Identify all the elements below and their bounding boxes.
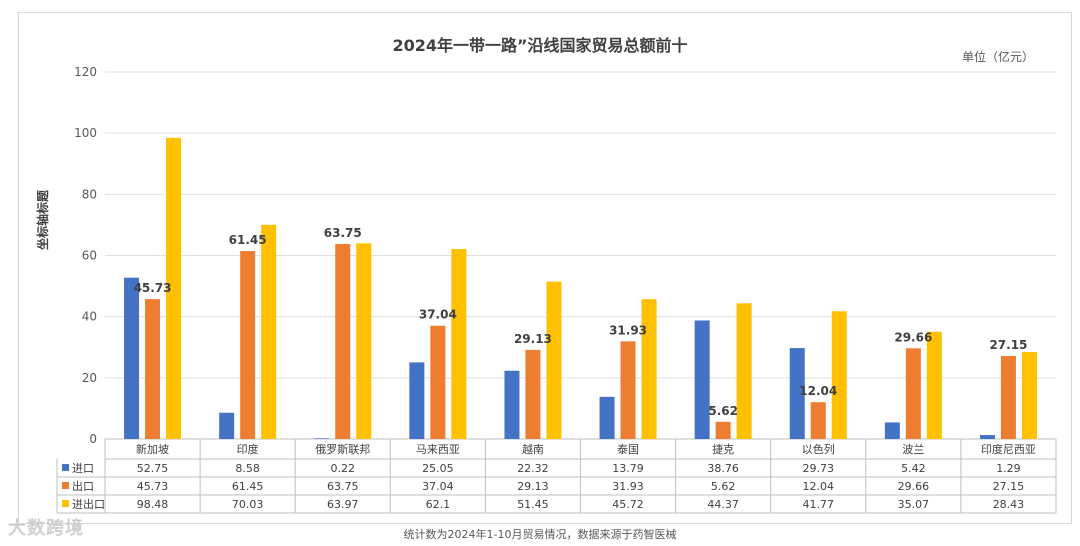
bar-出口: [240, 251, 256, 439]
category-label: 泰国: [617, 442, 639, 456]
table-cell: 31.93: [612, 480, 644, 493]
table-cell: 22.32: [517, 462, 549, 475]
bar-出口: [905, 348, 921, 439]
bar-进出口: [926, 331, 942, 439]
bar-进口: [504, 370, 520, 439]
table-cell: 27.15: [993, 480, 1025, 493]
bar-出口: [335, 244, 351, 439]
bar-进口: [599, 396, 615, 439]
table-cell: 98.48: [137, 498, 169, 511]
table-cell: 63.75: [327, 480, 359, 493]
data-label: 37.04: [419, 308, 457, 322]
y-tick-label: 80: [82, 187, 97, 201]
chart-title: 2024年一带一路”沿线国家贸易总额前十: [392, 36, 688, 55]
table-cell: 12.04: [803, 480, 835, 493]
table-cell: 25.05: [422, 462, 454, 475]
unit-label: 单位（亿元）: [961, 50, 1034, 64]
y-tick-label: 60: [82, 249, 97, 263]
table-cell: 8.58: [235, 462, 260, 475]
category-label: 以色列: [802, 442, 835, 456]
bar-进口: [979, 435, 995, 439]
bar-出口: [620, 341, 636, 439]
table-cell: 61.45: [232, 480, 264, 493]
bar-进出口: [641, 299, 657, 439]
bar-进出口: [261, 224, 277, 439]
bar-进口: [219, 412, 235, 439]
table-cell: 1.29: [996, 462, 1021, 475]
footnote: 统计数为2024年1-10月贸易情况，数据来源于药智医械: [403, 528, 677, 541]
data-label: 31.93: [609, 323, 647, 337]
bar-出口: [525, 349, 541, 439]
data-label: 27.15: [989, 338, 1027, 352]
table-cell: 41.77: [803, 498, 835, 511]
table-cell: 35.07: [898, 498, 930, 511]
bar-进口: [124, 277, 140, 439]
y-tick-label: 0: [89, 432, 97, 446]
category-label: 马来西亚: [416, 443, 460, 456]
legend-key-进出口: [62, 500, 69, 507]
data-label: 63.75: [324, 226, 362, 240]
bar-进出口: [451, 249, 467, 439]
bar-进出口: [546, 281, 562, 439]
table-cell: 29.66: [898, 480, 930, 493]
table-cell: 28.43: [993, 498, 1025, 511]
legend-label: 出口: [72, 479, 94, 493]
legend-label: 进出口: [72, 497, 105, 511]
category-label: 新加坡: [136, 442, 169, 456]
y-tick-label: 100: [74, 126, 97, 140]
data-label: 12.04: [799, 384, 837, 398]
data-label: 29.13: [514, 332, 552, 346]
table-cell: 29.13: [517, 480, 549, 493]
table-cell: 5.42: [901, 462, 926, 475]
bar-进出口: [356, 243, 372, 439]
category-label: 俄罗斯联邦: [315, 443, 370, 456]
y-tick-label: 20: [82, 371, 97, 385]
table-cell: 62.1: [426, 498, 451, 511]
category-label: 越南: [522, 442, 544, 456]
y-tick-label: 40: [82, 310, 97, 324]
data-label: 29.66: [894, 330, 932, 344]
table-cell: 13.79: [612, 462, 644, 475]
table-cell: 45.72: [612, 498, 644, 511]
table-cell: 29.73: [803, 462, 835, 475]
bar-进口: [409, 362, 425, 439]
table-cell: 0.22: [331, 462, 356, 475]
table-cell: 44.37: [707, 498, 739, 511]
y-tick-label: 120: [74, 65, 97, 79]
bar-出口: [810, 402, 826, 439]
table-cell: 63.97: [327, 498, 359, 511]
legend-key-出口: [62, 482, 69, 489]
bar-进口: [694, 320, 710, 439]
bar-出口: [145, 299, 161, 439]
bar-进出口: [736, 303, 752, 439]
table-cell: 5.62: [711, 480, 736, 493]
bar-进出口: [166, 137, 182, 439]
table-cell: 52.75: [137, 462, 169, 475]
watermark-logo: 大数跨境: [8, 518, 84, 539]
bar-进口: [314, 438, 330, 439]
category-label: 印度尼西亚: [981, 442, 1036, 456]
data-label: 61.45: [229, 233, 267, 247]
table-cell: 38.76: [707, 462, 739, 475]
bar-进口: [789, 348, 805, 439]
category-label: 波兰: [902, 443, 924, 456]
bar-出口: [715, 421, 731, 439]
bar-出口: [1000, 355, 1016, 439]
bar-进出口: [831, 311, 847, 439]
data-label: 45.73: [134, 281, 172, 295]
data-label: 5.62: [708, 404, 738, 418]
legend-key-进口: [62, 464, 69, 471]
category-label: 捷克: [712, 442, 734, 456]
table-cell: 70.03: [232, 498, 264, 511]
bar-进口: [884, 422, 900, 439]
table-cell: 37.04: [422, 480, 454, 493]
table-cell: 45.73: [137, 480, 169, 493]
category-label: 印度: [237, 442, 259, 456]
legend-label: 进口: [72, 462, 94, 475]
bar-进出口: [1021, 352, 1037, 439]
table-cell: 51.45: [517, 498, 549, 511]
bar-出口: [430, 325, 446, 439]
